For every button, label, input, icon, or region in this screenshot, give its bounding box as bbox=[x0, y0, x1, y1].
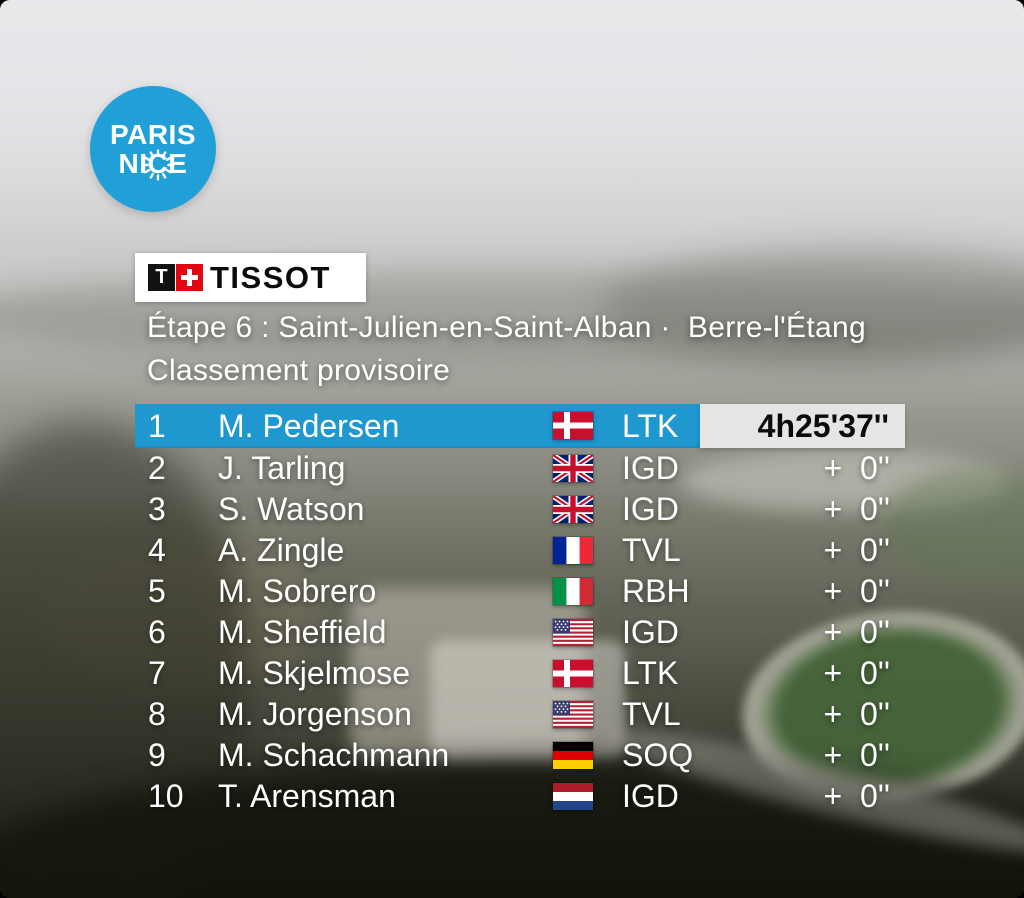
flag-denmark-icon bbox=[553, 660, 593, 687]
rider-name: M. Sheffield bbox=[218, 614, 387, 650]
team-code: TVL bbox=[622, 532, 681, 568]
classification-subtitle: Classement provisoire bbox=[147, 354, 451, 387]
flag-usa-icon bbox=[553, 701, 593, 728]
standings-row: 9 M. Schachmann SOQ + 0'' bbox=[135, 735, 905, 776]
rider-name: A. Zingle bbox=[218, 532, 345, 568]
team-code: RBH bbox=[622, 573, 690, 609]
rank: 9 bbox=[148, 737, 166, 773]
team-code: IGD bbox=[622, 450, 679, 486]
time-gap: + 0'' bbox=[823, 532, 890, 568]
time-gap: + 0'' bbox=[823, 655, 890, 691]
rider-name: M. Schachmann bbox=[218, 737, 450, 773]
rider-name: M. Sobrero bbox=[218, 573, 377, 609]
swiss-cross-icon bbox=[176, 264, 203, 291]
time-gap: + 0'' bbox=[823, 614, 890, 650]
flag-great-britain-icon bbox=[553, 496, 593, 523]
team-code: IGD bbox=[622, 778, 679, 814]
time-gap: + 0'' bbox=[823, 491, 890, 527]
time-gap: + 0'' bbox=[823, 778, 890, 814]
rank: 8 bbox=[148, 696, 166, 732]
standings-row: 6 M. Sheffield IGD + 0'' bbox=[135, 612, 905, 653]
time-gap: + 0'' bbox=[823, 737, 890, 773]
flag-usa-icon bbox=[553, 619, 593, 646]
paris-nice-logo: PARIS NI C E bbox=[90, 86, 216, 212]
rank: 1 bbox=[148, 408, 166, 444]
standings-row: 5 M. Sobrero RBH + 0'' bbox=[135, 571, 905, 612]
rank: 6 bbox=[148, 614, 166, 650]
time-gap: + 0'' bbox=[823, 450, 890, 486]
rider-name: J. Tarling bbox=[218, 450, 346, 486]
rank: 5 bbox=[148, 573, 166, 609]
standings-row: 10 T. Arensman IGD + 0'' bbox=[135, 776, 905, 817]
logo-text-nice: NI C E bbox=[118, 148, 188, 181]
team-code: IGD bbox=[622, 614, 679, 650]
team-code: LTK bbox=[622, 408, 679, 444]
time-gap: + 0'' bbox=[823, 573, 890, 609]
flag-germany-icon bbox=[553, 742, 593, 769]
rider-name: T. Arensman bbox=[218, 778, 396, 814]
tissot-sponsor-plate: T TISSOT bbox=[135, 253, 366, 302]
tissot-t-icon: T bbox=[148, 264, 175, 291]
rank: 4 bbox=[148, 532, 166, 568]
rank: 2 bbox=[148, 450, 166, 486]
flag-netherlands-icon bbox=[553, 783, 593, 810]
sun-icon: C bbox=[142, 149, 174, 181]
time-gap: 4h25'37'' bbox=[700, 404, 905, 448]
rank: 3 bbox=[148, 491, 166, 527]
time-gap: + 0'' bbox=[823, 696, 890, 732]
standings-table: 1 M. Pedersen LTK 4h25'37'' 2 J. Tarling… bbox=[135, 404, 905, 817]
flag-denmark-icon bbox=[553, 412, 593, 439]
rider-name: S. Watson bbox=[218, 491, 365, 527]
logo-text-paris: PARIS bbox=[110, 119, 196, 150]
standings-row: 8 M. Jorgenson TVL + 0'' bbox=[135, 694, 905, 735]
rank: 7 bbox=[148, 655, 166, 691]
tissot-wordmark: TISSOT bbox=[210, 259, 331, 295]
team-code: LTK bbox=[622, 655, 679, 691]
standings-row: 4 A. Zingle TVL + 0'' bbox=[135, 530, 905, 571]
stage-heading: Étape 6 : Saint-Julien-en-Saint-Alban · … bbox=[147, 306, 866, 392]
team-code: TVL bbox=[622, 696, 681, 732]
flag-italy-icon bbox=[553, 578, 593, 605]
rider-name: M. Jorgenson bbox=[218, 696, 412, 732]
rank: 10 bbox=[148, 778, 184, 814]
rider-name: M. Skjelmose bbox=[218, 655, 411, 691]
standings-row-leader: 1 M. Pedersen LTK 4h25'37'' bbox=[135, 404, 905, 448]
flag-france-icon bbox=[553, 537, 593, 564]
standings-row: 7 M. Skjelmose LTK + 0'' bbox=[135, 653, 905, 694]
rider-name: M. Pedersen bbox=[218, 408, 400, 444]
flag-great-britain-icon bbox=[553, 455, 593, 482]
standings-row: 3 S. Watson IGD + 0'' bbox=[135, 489, 905, 530]
team-code: SOQ bbox=[622, 737, 694, 773]
standings-row: 2 J. Tarling IGD + 0'' bbox=[135, 448, 905, 489]
stage-title: Étape 6 : Saint-Julien-en-Saint-Alban · … bbox=[147, 311, 866, 344]
team-code: IGD bbox=[622, 491, 679, 527]
